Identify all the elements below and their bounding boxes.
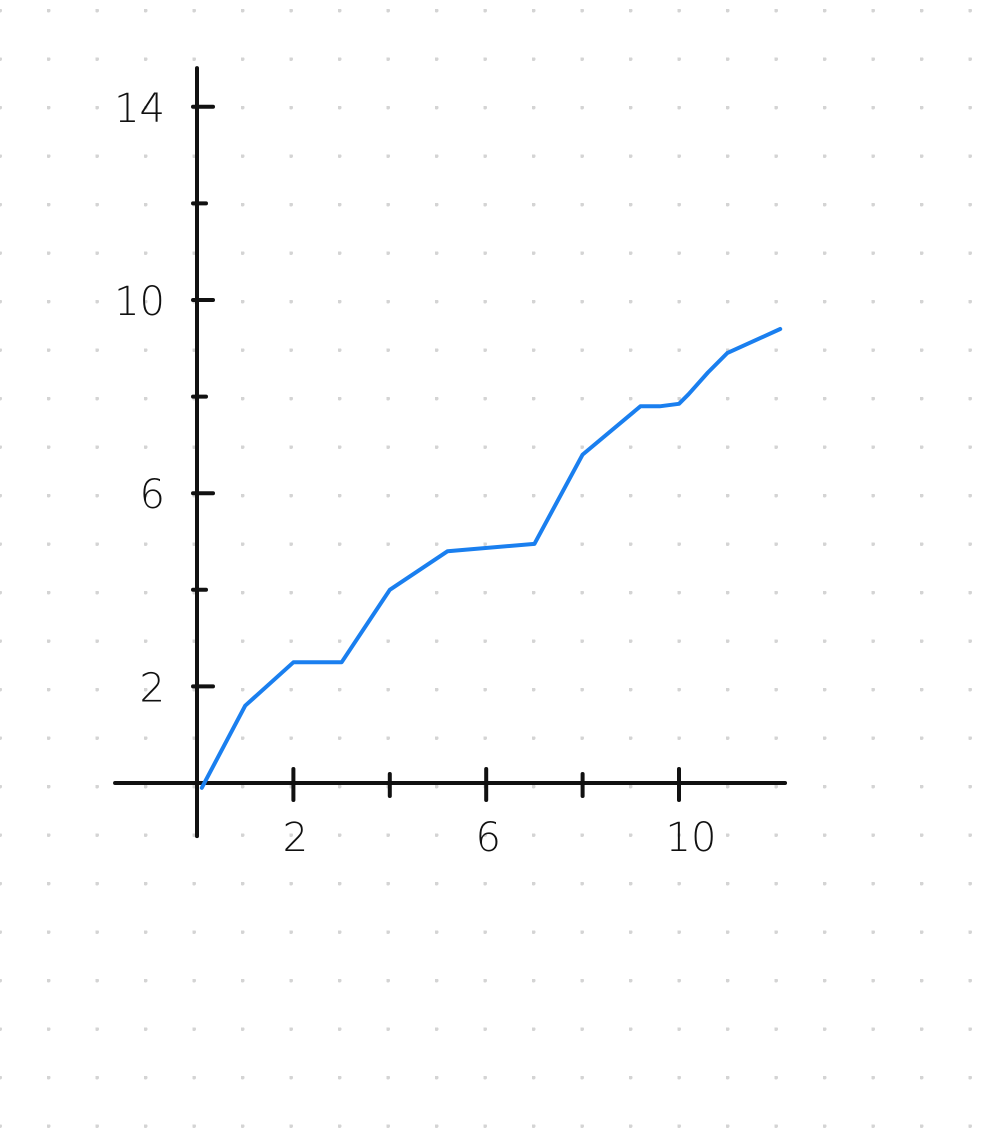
- x-tick-label: 2: [283, 815, 308, 861]
- axes: [113, 66, 788, 839]
- series: [199, 327, 783, 790]
- x-tick-label: 10: [666, 815, 717, 861]
- y-tick-label: 14: [114, 86, 165, 132]
- series-line: [199, 327, 783, 790]
- y-tick-label: 2: [140, 665, 165, 711]
- ticks: [191, 104, 681, 802]
- tick-labels: 2 6 10 2 6 10 14: [114, 86, 716, 861]
- x-tick-label: 6: [475, 815, 500, 861]
- y-tick-label: 6: [140, 472, 165, 518]
- y-tick-label: 10: [114, 279, 165, 325]
